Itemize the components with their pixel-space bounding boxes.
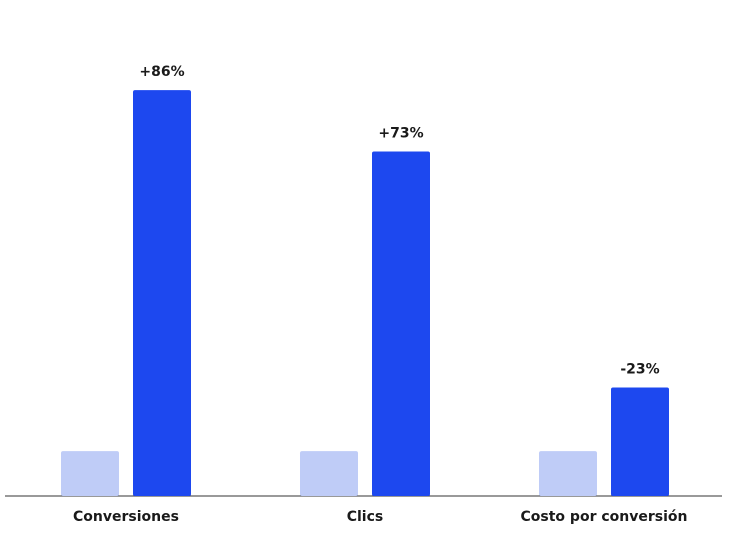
x-tick-label: Conversiones: [73, 509, 179, 525]
bar: [611, 387, 669, 496]
bar: [300, 451, 358, 496]
x-tick-label: Costo por conversión: [521, 509, 688, 525]
data-label: -23%: [620, 361, 659, 377]
data-label: +86%: [139, 64, 184, 80]
bar: [61, 451, 119, 496]
bar: [539, 451, 597, 496]
bar: [372, 151, 430, 496]
data-label: +73%: [378, 125, 423, 141]
x-tick-label: Clics: [347, 509, 384, 525]
bar: [133, 90, 191, 496]
